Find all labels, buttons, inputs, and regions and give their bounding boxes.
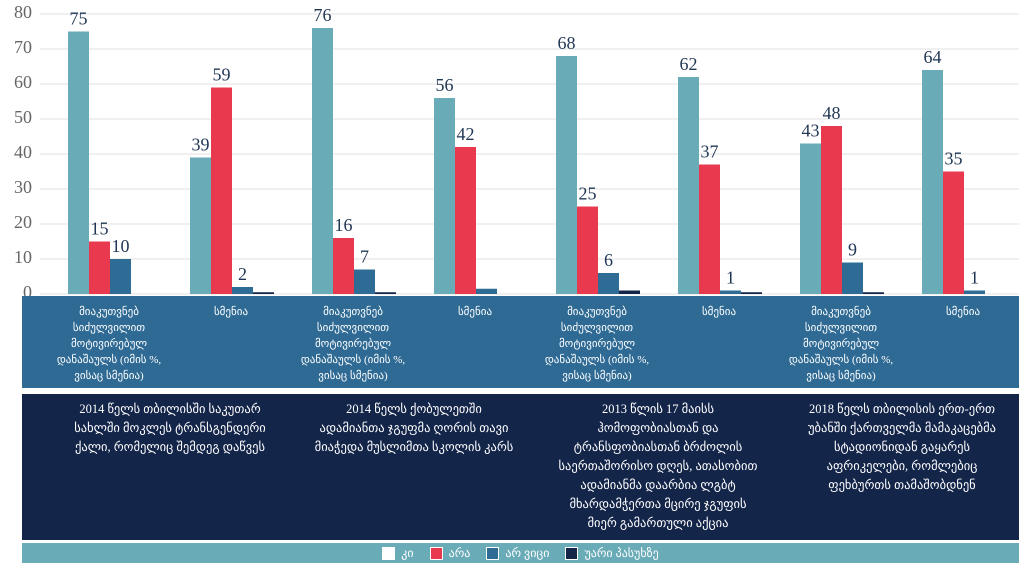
bar <box>253 292 274 294</box>
bar <box>375 292 396 294</box>
group-label: 2014 წელს თბილისში საკუთარ სახლში მოკლეს… <box>74 402 266 454</box>
legend-item: არა <box>429 545 471 561</box>
group-label: 2018 წელს თბილისის ერთ-ერთ უბანში ქართვე… <box>807 402 997 492</box>
bar <box>211 87 232 294</box>
bar <box>312 28 333 294</box>
y-tick-label: 60 <box>14 72 32 92</box>
bar <box>190 157 211 294</box>
data-label: 9 <box>848 240 857 260</box>
category-label: სმენია <box>213 306 249 318</box>
category-label: მიაკუთვნებ სიძულვილით მოტივირებულ დანაშა… <box>788 306 894 382</box>
y-tick-label: 50 <box>14 107 32 127</box>
bar <box>476 288 497 294</box>
legend-item: კი <box>382 545 414 561</box>
data-label: 62 <box>680 54 698 74</box>
bar <box>800 143 821 294</box>
data-label: 15 <box>91 219 109 239</box>
group-label: 2013 წლის 17 მაისს ჰომოფობიასთან და ტრან… <box>558 402 758 530</box>
y-tick-label: 40 <box>14 142 32 162</box>
bar <box>598 273 619 294</box>
category-label: სმენია <box>945 306 981 318</box>
bar <box>354 269 375 294</box>
bar <box>741 292 762 294</box>
bar <box>943 171 964 294</box>
category-label: მიაკუთვნებ სიძულვილით მოტივირებულ დანაშა… <box>56 306 162 382</box>
data-label: 6 <box>604 250 613 270</box>
category-label: სმენია <box>701 306 737 318</box>
data-label: 25 <box>579 184 597 204</box>
legend-swatch <box>382 547 396 561</box>
data-label: 2 <box>238 264 247 284</box>
y-tick-label: 30 <box>14 177 32 197</box>
data-label: 35 <box>945 149 963 169</box>
bar <box>232 287 253 294</box>
data-label: 1 <box>970 268 979 288</box>
y-tick-label: 80 <box>14 2 32 22</box>
legend-item: უარი პასუხზე <box>565 545 659 561</box>
legend-label: კი <box>401 545 414 560</box>
data-label: 1 <box>726 268 735 288</box>
group-band <box>22 394 1019 540</box>
legend-swatch <box>429 547 443 561</box>
bar <box>720 290 741 294</box>
category-label: მიაკუთვნებ სიძულვილით მოტივირებულ დანაშა… <box>544 306 650 382</box>
legend-label: არა <box>448 545 471 560</box>
y-tick-label: 20 <box>14 212 32 232</box>
bar <box>821 126 842 294</box>
data-label: 7 <box>360 247 369 267</box>
bar <box>577 206 598 294</box>
bar <box>922 70 943 294</box>
y-tick-label: 70 <box>14 37 32 57</box>
category-band <box>22 296 1019 388</box>
data-label: 64 <box>924 47 942 67</box>
data-label: 75 <box>70 9 88 29</box>
category-label: სმენია <box>457 306 493 318</box>
bar <box>110 259 131 294</box>
data-label: 16 <box>335 215 353 235</box>
data-label: 48 <box>823 103 841 123</box>
bar <box>964 290 985 294</box>
bar <box>863 292 884 294</box>
data-label: 76 <box>314 5 332 25</box>
data-label: 10 <box>112 236 130 256</box>
bar <box>434 98 455 294</box>
bar <box>89 241 110 294</box>
bar <box>68 31 89 294</box>
group-label: 2014 წელს ქობულეთში ადამიანთა ჯგუფმა ღორ… <box>314 402 514 454</box>
bar <box>678 77 699 294</box>
data-label: 59 <box>213 65 231 85</box>
legend: კი არა არ ვიცი უარი პასუხზე <box>22 543 1019 563</box>
legend-label: არ ვიცი <box>505 545 550 560</box>
y-tick-label: 10 <box>14 247 32 267</box>
bar <box>699 164 720 294</box>
bar <box>556 56 577 294</box>
data-label: 43 <box>802 121 820 141</box>
bar <box>842 262 863 294</box>
bar <box>619 290 640 294</box>
category-label: მიაკუთვნებ სიძულვილით მოტივირებულ დანაშა… <box>300 306 406 382</box>
data-label: 39 <box>192 135 210 155</box>
bar <box>333 238 354 294</box>
legend-item: არ ვიცი <box>486 546 549 561</box>
data-label: 56 <box>436 75 454 95</box>
data-label: 68 <box>558 33 576 53</box>
legend-swatch <box>486 547 500 561</box>
data-label: 37 <box>701 142 719 162</box>
y-tick-label: 0 <box>23 282 32 300</box>
data-label: 42 <box>457 124 475 144</box>
legend-swatch <box>565 547 579 561</box>
legend-label: უარი პასუხზე <box>584 545 659 560</box>
bar <box>455 147 476 294</box>
